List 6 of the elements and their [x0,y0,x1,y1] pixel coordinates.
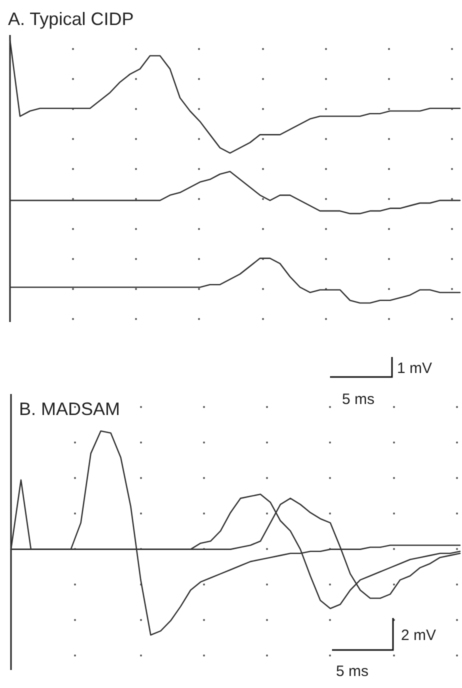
annotation: 2 mV [401,627,436,644]
text: 1 mV [397,360,432,377]
chart-title: B. MADSAM [19,399,120,419]
text: 5 ms [336,663,369,680]
text: 5 ms [342,391,375,408]
chart-title: A. Typical CIDP [8,9,134,29]
